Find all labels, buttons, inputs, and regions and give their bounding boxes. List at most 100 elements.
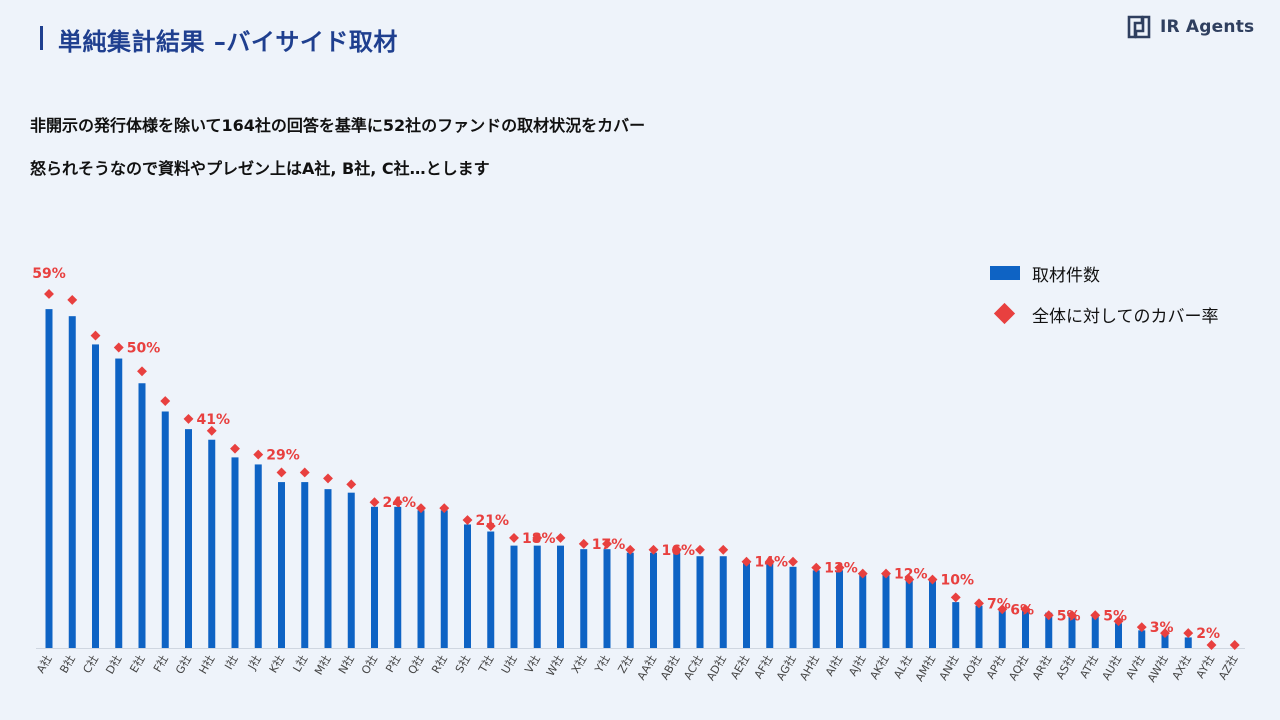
legend-item-marker: 全体に対してのカバー率: [990, 302, 1219, 327]
data-label: 59%: [32, 266, 66, 282]
x-tick-label: AN社: [936, 653, 962, 683]
marker-AE社: [741, 556, 752, 567]
x-tick-label: AH社: [796, 653, 822, 683]
data-label: 50%: [127, 341, 161, 357]
data-label: 29%: [266, 448, 300, 464]
data-label: 2%: [1196, 626, 1220, 642]
bar-K社: [278, 482, 285, 648]
x-tick-label: G社: [172, 653, 194, 677]
marker-E社: [137, 366, 147, 377]
x-tick-label: AP社: [983, 653, 1008, 682]
x-tick-label: H社: [196, 653, 218, 677]
legend-bar-swatch: [990, 266, 1020, 280]
x-tick-label: AY社: [1193, 653, 1217, 681]
bar-R社: [440, 510, 448, 648]
data-label: 24%: [383, 495, 417, 511]
marker-AU社: [1113, 616, 1124, 627]
marker-C社: [90, 330, 101, 341]
bar-AK社: [882, 573, 890, 648]
x-tick-label: N社: [335, 653, 357, 677]
bar-O社: [371, 506, 378, 648]
marker-AD社: [718, 544, 729, 555]
x-tick-label: Z社: [614, 653, 635, 676]
chart-legend: 取材件数 全体に対してのカバー率: [990, 262, 1219, 344]
x-tick-label: AJ社: [845, 653, 868, 679]
bar-I社: [231, 457, 239, 648]
x-tick-label: L社: [290, 653, 311, 675]
bar-M社: [324, 489, 332, 648]
marker-R社: [439, 503, 450, 514]
bar-AH社: [812, 570, 820, 648]
x-tick-label: V社: [521, 653, 542, 676]
bar-AR社: [1045, 612, 1053, 648]
marker-M社: [323, 473, 333, 484]
bar-H社: [208, 439, 216, 648]
logo-text: IR Agents: [1160, 17, 1255, 37]
x-tick-label: I社: [221, 653, 240, 672]
bar-Z社: [626, 552, 634, 648]
description-line-2: 怒られそうなので資料やプレゼン上はA社, B社, C社…とします: [30, 159, 490, 178]
marker-AV社: [1136, 622, 1147, 633]
marker-A社: [44, 289, 54, 299]
bar-Q社: [417, 510, 425, 648]
x-tick-label: K社: [266, 653, 287, 676]
bar-AC社: [696, 556, 704, 648]
x-tick-label: AM社: [912, 653, 938, 684]
data-label: 5%: [1057, 608, 1081, 624]
x-tick-label: AR社: [1029, 653, 1054, 683]
marker-T社: [485, 521, 496, 531]
x-tick-label: AE社: [727, 653, 752, 682]
marker-Z社: [625, 544, 636, 555]
bar-S社: [464, 524, 471, 648]
marker-AM社: [927, 574, 938, 585]
marker-AO社: [974, 598, 984, 609]
x-tick-label: O社: [358, 653, 380, 677]
marker-AQ社: [1020, 604, 1031, 615]
marker-AA社: [648, 544, 659, 555]
marker-AX社: [1183, 628, 1194, 639]
marker-AF社: [764, 556, 775, 567]
marker-AW社: [1160, 628, 1170, 639]
marker-AR社: [1043, 610, 1054, 621]
marker-P社: [392, 497, 403, 508]
x-tick-label: S社: [452, 653, 473, 676]
data-label: 12%: [894, 567, 928, 583]
x-tick-label: R社: [428, 653, 449, 676]
bar-AT社: [1091, 616, 1099, 648]
marker-I社: [230, 443, 240, 454]
marker-B社: [67, 294, 78, 305]
bar-AS社: [1068, 612, 1076, 648]
description-line-1: 非開示の発行体様を除いて164社の回答を基準に52社のファンドの取材状況をカバー: [30, 116, 646, 135]
bar-AL社: [905, 580, 913, 648]
x-tick-label: AQ社: [1005, 653, 1031, 683]
marker-U社: [509, 532, 519, 543]
x-tick-label: Y社: [591, 653, 612, 676]
legend-item-bar: 取材件数: [990, 262, 1219, 286]
data-label: 14%: [755, 555, 789, 571]
bar-N社: [347, 492, 355, 648]
x-tick-label: AU社: [1099, 653, 1124, 683]
marker-AH社: [811, 562, 822, 573]
legend-marker-label: 全体に対してのカバー率: [1032, 306, 1219, 327]
bar-V社: [533, 545, 541, 648]
bar-AV社: [1138, 630, 1146, 648]
x-tick-label: M社: [311, 653, 333, 678]
x-tick-label: AF社: [751, 653, 776, 682]
logo-mark-icon: [1127, 15, 1151, 39]
bar-AJ社: [859, 573, 867, 648]
x-tick-label: AD社: [703, 653, 729, 683]
marker-Y社: [602, 538, 612, 549]
x-tick-label: AV社: [1123, 653, 1148, 682]
bar-G社: [185, 429, 192, 648]
x-tick-label: AC社: [680, 653, 705, 683]
x-tick-label: Q社: [405, 653, 427, 677]
marker-V社: [532, 532, 543, 543]
marker-X社: [578, 538, 589, 549]
bar-C社: [92, 344, 99, 648]
marker-AZ社: [1229, 640, 1240, 650]
x-tick-label: AS社: [1053, 653, 1078, 682]
bar-AI社: [836, 570, 843, 648]
x-tick-label: P社: [382, 653, 403, 675]
marker-G社: [183, 413, 194, 424]
